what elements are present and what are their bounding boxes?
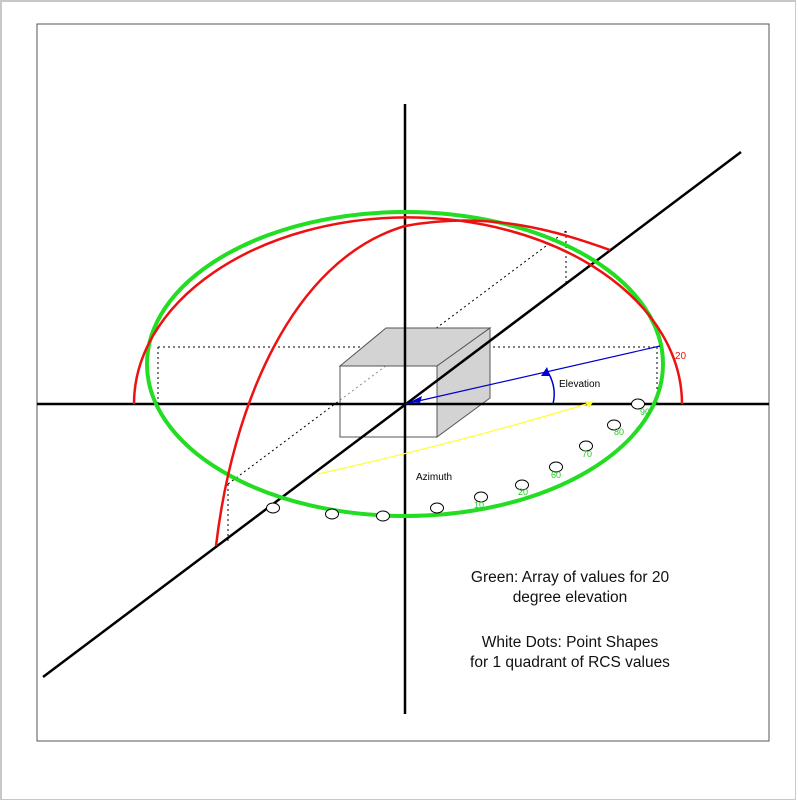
- caption-white-line1: White Dots: Point Shapes: [481, 634, 659, 651]
- rcs-point-dot-70: [579, 440, 593, 452]
- red-horizontal-arc: [132, 216, 684, 405]
- rcs-point-dot-20: [376, 510, 390, 522]
- azimuth-tick-label-10: 10: [474, 500, 484, 510]
- elevation-value-label: 20: [675, 351, 687, 362]
- rcs-point-dot-50: [515, 479, 529, 491]
- caption-green-line2: degree elevation: [512, 589, 628, 606]
- elevation-label: Elevation: [559, 379, 600, 390]
- rcs-point-dot-80: [607, 419, 621, 431]
- target-cube: [338, 327, 492, 438]
- azimuth-label: Azimuth: [416, 472, 452, 483]
- rcs-point-dot-10: [325, 508, 339, 520]
- azimuth-arc-group: [317, 401, 594, 475]
- rcs-point-dot-60: [549, 461, 563, 473]
- rcs-point-dot-40: [474, 491, 488, 503]
- caption-green-array: Green: Array of values for 20 degree ele…: [405, 568, 735, 608]
- plot-frame: [36, 23, 770, 742]
- azimuth-arc: [317, 401, 594, 475]
- azimuth-tick-label-80: 80: [614, 427, 624, 437]
- elevation-vector: [404, 345, 661, 405]
- caption-white-line2: for 1 quadrant of RCS values: [470, 654, 670, 671]
- rcs-point-dots: [266, 398, 645, 522]
- azimuth-tick-label-20: 20: [518, 487, 528, 497]
- red-vertical-arc: [214, 219, 611, 547]
- cube-front-face: [339, 365, 438, 438]
- azimuth-tick-label-60: 60: [551, 470, 561, 480]
- azimuth-tick-label-90: 90: [640, 407, 650, 417]
- rcs-point-dot-0: [266, 502, 280, 514]
- green-elevation-ellipse: [145, 210, 665, 518]
- azimuth-tick-label-70: 70: [582, 449, 592, 459]
- rcs-point-dot-90: [631, 398, 645, 410]
- axes: [37, 104, 769, 714]
- rcs-point-dot-30: [430, 502, 444, 514]
- caption-green-line1: Green: Array of values for 20: [470, 569, 670, 586]
- caption-white-dots: White Dots: Point Shapes for 1 quadrant …: [405, 633, 735, 673]
- azimuth-tick-labels: 10 20 60 70 80 90: [474, 407, 650, 510]
- depth-axis: [42, 151, 742, 678]
